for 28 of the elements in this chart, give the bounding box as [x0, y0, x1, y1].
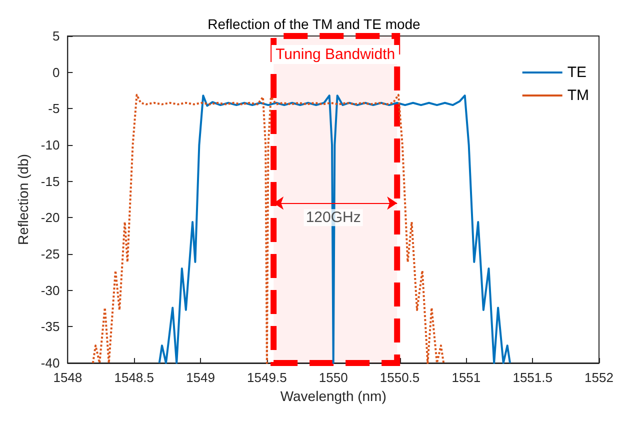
x-tick-label: 1549.5: [247, 370, 287, 385]
legend-label: TE: [567, 64, 587, 81]
y-tick-label: -40: [40, 356, 60, 370]
x-tick-label: 1550.5: [380, 370, 420, 385]
x-tick-label: 1549: [186, 370, 215, 385]
y-tick-label: -5: [48, 101, 60, 116]
y-tick-label: -15: [40, 174, 60, 189]
chart-title: Reflection of the TM and TE mode: [208, 16, 421, 32]
y-tick-label: -30: [40, 282, 60, 298]
x-tick-label: 1550: [318, 370, 348, 385]
y-tick-label: -10: [40, 138, 60, 152]
y-tick-label: -25: [40, 246, 60, 262]
x-axis-title: Wavelength (nm): [280, 388, 386, 404]
y-tick-label: 5: [52, 28, 60, 44]
x-tick-label: 1552: [584, 370, 614, 385]
y-tick-label: -35: [40, 319, 60, 334]
legend-label: TM: [567, 87, 590, 104]
y-tick-label: -20: [40, 210, 60, 226]
line-series: [158, 94, 512, 364]
annotation: 120GHz: [306, 209, 361, 226]
line-series: [92, 94, 445, 364]
x-tick-label: 1551: [452, 370, 481, 385]
y-axis-title: Reflection (db): [15, 154, 31, 246]
x-tick-label: 1548: [53, 370, 82, 385]
x-tick-label: 1548.5: [114, 370, 154, 385]
band-label: Tuning Bandwidth: [276, 46, 396, 63]
x-tick-label: 1551.5: [512, 370, 552, 385]
y-tick-label: 0: [52, 64, 60, 80]
